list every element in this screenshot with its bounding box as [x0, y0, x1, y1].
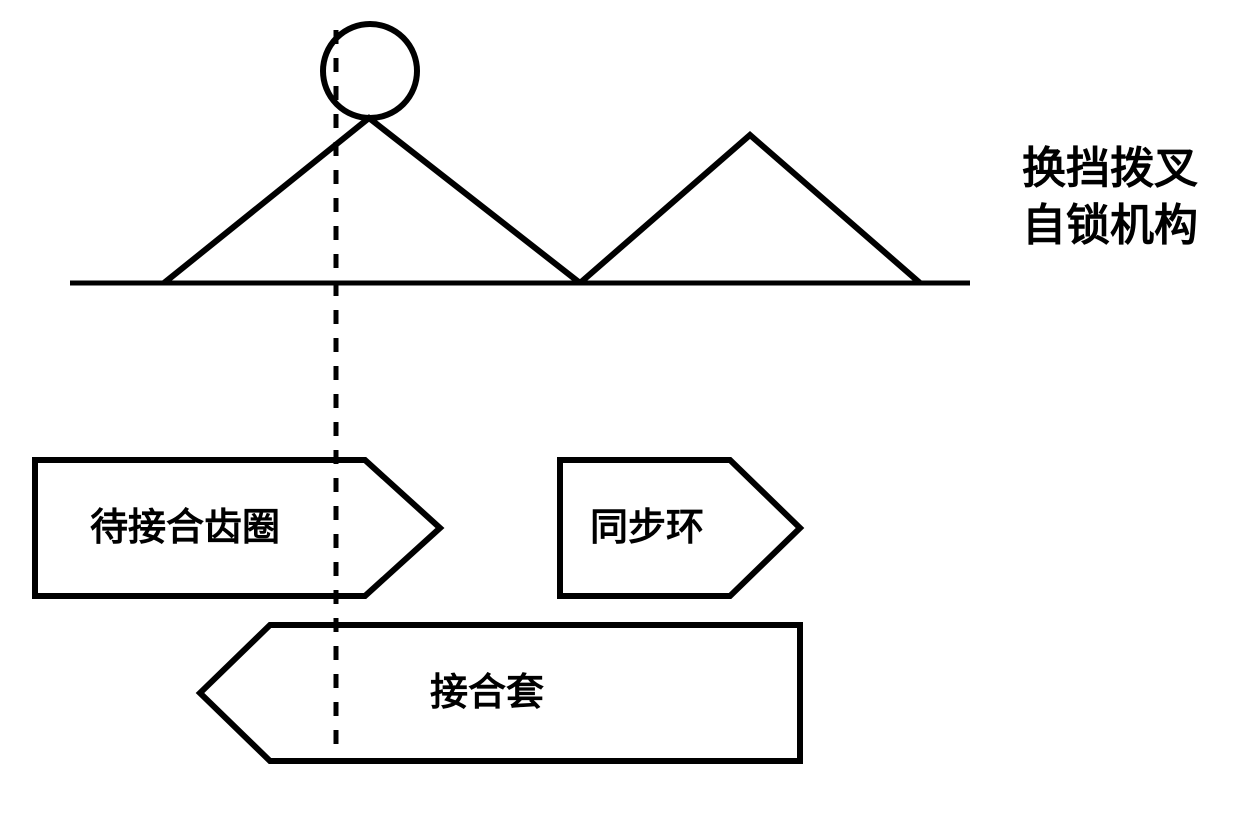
mechanism-label-line2: 自锁机构	[1000, 197, 1220, 254]
mechanism-label-line1: 换挡拨叉	[1000, 140, 1220, 197]
mechanism-label: 换挡拨叉 自锁机构	[1000, 140, 1220, 254]
diagram-root: 换挡拨叉 自锁机构 待接合齿圈 同步环 接合套	[0, 0, 1240, 813]
sleeve-label: 接合套	[430, 669, 544, 718]
diagram-svg	[0, 0, 1240, 813]
detent-triangle-left	[164, 118, 580, 283]
sync-ring-label: 同步环	[590, 504, 704, 553]
gear-ring-label: 待接合齿圈	[90, 504, 280, 553]
detent-triangle-right	[580, 135, 920, 283]
